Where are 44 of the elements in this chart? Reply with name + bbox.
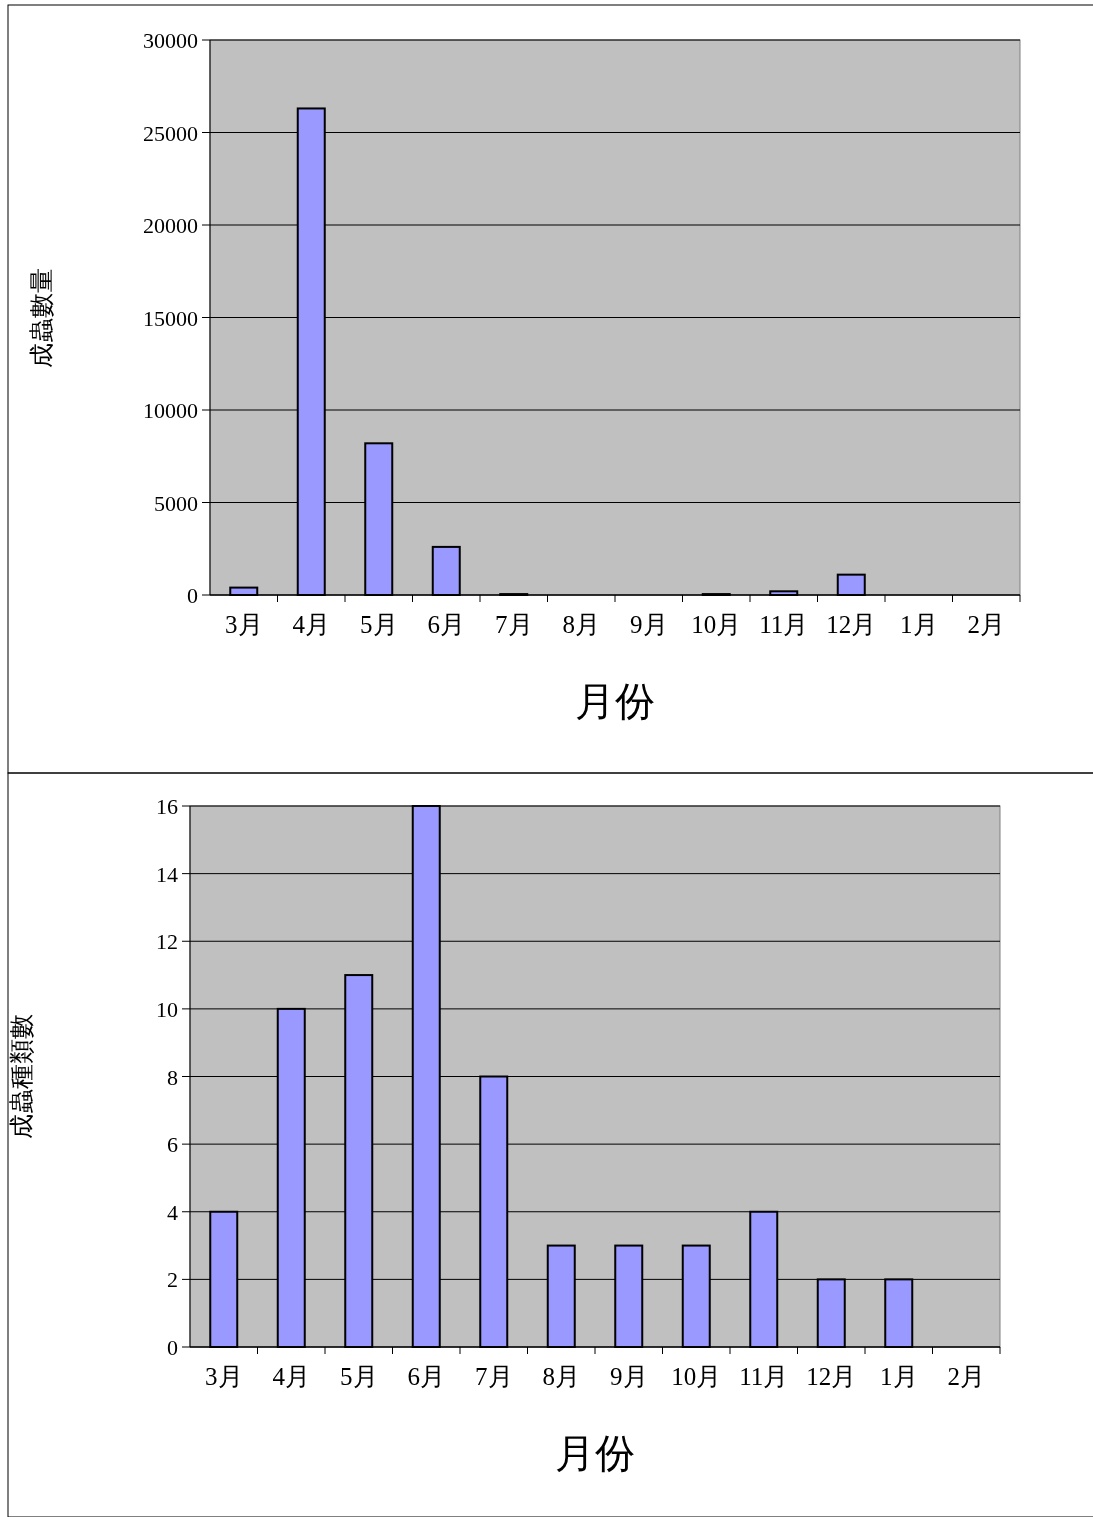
y-axis-title: 成蟲數量 <box>28 267 55 368</box>
x-tick-label: 4月 <box>292 611 330 638</box>
x-tick-label: 12月 <box>826 611 877 638</box>
y-tick-label: 12 <box>156 929 178 955</box>
y-tick-label: 14 <box>156 861 178 887</box>
x-tick-label: 9月 <box>610 1363 648 1390</box>
x-axis-title: 月份 <box>575 679 655 724</box>
y-tick-label: 15000 <box>143 305 198 331</box>
x-tick-label: 8月 <box>562 611 600 638</box>
y-tick-label: 25000 <box>143 120 198 146</box>
y-tick-label: 10000 <box>143 398 198 423</box>
y-tick-label: 30000 <box>143 28 198 53</box>
y-tick-label: 10 <box>156 996 178 1022</box>
x-tick-label: 6月 <box>427 611 465 638</box>
x-axis-title: 月份 <box>555 1431 635 1476</box>
y-axis-title: 成蟲種類數 <box>8 1014 35 1139</box>
x-tick-label: 8月 <box>542 1363 580 1390</box>
y-tick-label: 5000 <box>154 490 198 516</box>
x-tick-label: 7月 <box>495 611 533 638</box>
x-tick-label: 5月 <box>360 611 398 638</box>
x-tick-label: 3月 <box>225 611 263 638</box>
y-tick-label: 8 <box>167 1064 178 1090</box>
x-tick-label: 7月 <box>475 1363 513 1390</box>
x-tick-label: 11月 <box>759 611 809 638</box>
y-tick-label: 6 <box>167 1132 178 1158</box>
x-tick-label: 5月 <box>340 1363 378 1390</box>
x-tick-label: 11月 <box>739 1363 789 1390</box>
y-tick-label: 20000 <box>143 213 198 238</box>
x-tick-label: 2月 <box>947 1363 985 1390</box>
y-tick-label: 0 <box>167 1335 178 1360</box>
x-tick-label: 9月 <box>630 611 668 638</box>
y-tick-label: 4 <box>167 1199 178 1225</box>
x-tick-label: 1月 <box>880 1363 918 1390</box>
x-tick-label: 6月 <box>407 1363 445 1390</box>
x-tick-label: 10月 <box>671 1363 722 1390</box>
x-tick-label: 3月 <box>205 1363 243 1390</box>
x-tick-label: 2月 <box>967 611 1005 638</box>
x-tick-label: 1月 <box>900 611 938 638</box>
x-tick-label: 12月 <box>806 1363 857 1390</box>
x-tick-label: 4月 <box>272 1363 310 1390</box>
y-tick-label: 2 <box>167 1267 178 1293</box>
x-tick-label: 10月 <box>691 611 742 638</box>
y-tick-label: 0 <box>187 583 198 608</box>
y-tick-label: 16 <box>156 794 178 819</box>
